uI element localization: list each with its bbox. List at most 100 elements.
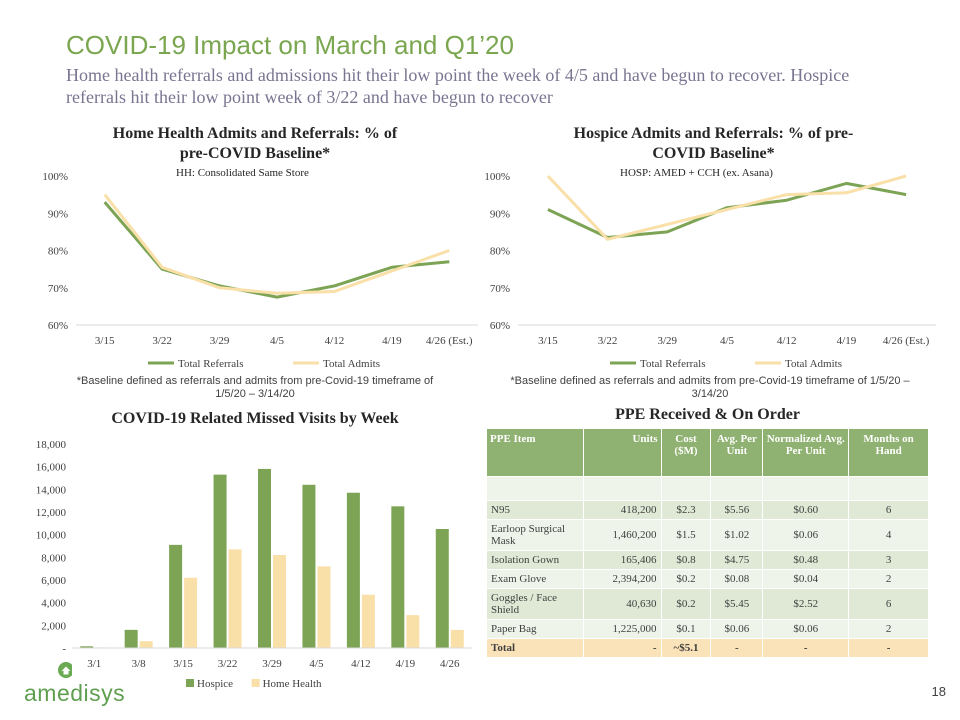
y-tick-label: 60% [48,320,68,332]
ppe-total-row: Total - ~$5.1- - - [486,638,929,658]
bar-home-health [184,577,198,648]
bar-home-health [361,594,375,648]
table-cell: $0.04 [762,569,850,589]
table-cell: Goggles / Face Shield [486,588,584,620]
page-number: 18 [931,684,946,699]
bar-hospice [302,484,316,648]
x-tick-label: 4/5 [720,335,735,347]
x-tick-label: 3/22 [152,335,172,347]
table-cell: Paper Bag [486,619,584,639]
hosp-chart-title: Hospice Admits and Referrals: % of pre- … [516,124,911,164]
table-cell: 3 [848,550,929,570]
hosp-chart-subtitle: HOSP: AMED + CCH (ex. Asana) [620,167,773,179]
y-tick-label: 70% [48,283,68,295]
x-tick-label: 4/26 (Est.) [426,335,473,347]
amedisys-logo-icon [58,662,72,678]
y-tick-label: 80% [490,246,510,258]
y-tick-label: 6,000 [41,575,66,587]
ppe-table: PPE Item Units Cost ($M) Avg. Per Unit N… [486,428,929,658]
table-cell: $0.06 [710,619,764,639]
hosp-chart-title-line1: Hospice Admits and Referrals: % of pre- [573,125,854,142]
x-tick-label: 4/26 [440,658,460,670]
table-cell: $1.5 [660,519,712,551]
table-cell: $0.2 [660,588,712,620]
bar-hospice [391,506,405,648]
table-row: Paper Bag 1,225,000 $0.1 $0.06 $0.06 2 [486,619,929,639]
hosp-chart-title-line2: COVID Baseline* [652,145,775,162]
bar-hospice [124,629,138,648]
hh-line-chart: 60% 70% 80% 90% 100% 3/15 3/22 3/29 4/5 4/12 4/19 4… [42,171,478,370]
bar-hospice [80,646,94,648]
table-cell: 2 [848,569,929,589]
ppe-header-units: Units [582,428,662,477]
ppe-spacer-row [486,476,929,501]
x-tick-label: 3/29 [210,335,230,347]
bar-home-health [228,549,242,648]
x-tick-label: 4/5 [270,335,285,347]
table-cell: - [762,638,850,658]
table-cell: 1,460,200 [582,519,662,551]
table-row: Isolation Gown 165,406 $0.8 $4.75 $0.48 3 [486,550,929,570]
legend-label: Total Referrals [178,358,244,370]
hh-chart-title: Home Health Admits and Referrals: % of p… [60,124,450,164]
x-tick-label: 3/15 [173,658,193,670]
x-tick-label: 4/5 [309,658,324,670]
y-tick-label: 100% [42,171,68,183]
x-tick-label: 4/19 [382,335,402,347]
y-tick-label: 10,000 [36,530,67,542]
table-cell: 1,225,000 [582,619,662,639]
table-cell: 165,406 [582,550,662,570]
y-tick-label: 100% [484,171,510,183]
legend-swatch [251,679,260,687]
page-subtitle: Home health referrals and admissions hit… [66,65,850,107]
y-tick-label: - [62,643,66,655]
hh-chart-subtitle: HH: Consolidated Same Store [176,167,309,179]
legend-label: Total Admits [323,358,380,370]
x-tick-label: 4/12 [777,335,797,347]
bar-home-health [406,615,420,648]
legend-label: Total Admits [785,358,842,370]
ppe-header-item: PPE Item [486,428,584,477]
table-cell: - [848,638,929,658]
table-row: N95 418,200 $2.3 $5.56 $0.60 6 [486,500,929,520]
y-tick-label: 18,000 [36,439,67,451]
y-tick-label: 60% [490,320,510,332]
ppe-header-months: Months on Hand [848,428,929,477]
table-row: Earloop Surgical Mask 1,460,200 $1.5 $1.02 $… [486,519,929,551]
table-row: Goggles / Face Shield 40,630 $0.2 $5.45 $2.5… [486,588,929,620]
x-tick-label: 4/19 [837,335,857,347]
y-tick-label: 90% [490,208,510,220]
ppe-header-avg: Avg. Per Unit [710,428,764,477]
ppe-header-normalized: Normalized Avg. Per Unit [762,428,850,477]
legend-label: Total Referrals [640,358,706,370]
bar-home-health [317,566,331,648]
table-cell: $5.45 [710,588,764,620]
table-cell: 40,630 [582,588,662,620]
table-cell: $0.8 [660,550,712,570]
x-tick-label: 3/8 [132,658,147,670]
missed-chart-title: COVID-19 Related Missed Visits by Week [111,410,399,427]
legend-swatch [186,679,194,687]
table-cell: Exam Glove [486,569,584,589]
bar-hospice [258,468,271,648]
y-tick-label: 8,000 [41,552,66,564]
table-cell: 2 [848,619,929,639]
hh-footnote: *Baseline defined as referrals and admit… [76,375,434,400]
amedisys-logo-text: amedisys [24,680,126,706]
bar-hospice [435,529,449,648]
bar-hospice [346,492,360,648]
table-cell: - [710,638,764,658]
table-cell: $5.56 [710,500,764,520]
table-cell: $1.02 [710,519,764,551]
table-cell: $0.2 [660,569,712,589]
x-tick-label: 4/12 [351,658,371,670]
table-cell: 418,200 [582,500,662,520]
x-tick-label: 3/15 [95,335,115,347]
y-tick-label: 90% [48,208,68,220]
y-tick-label: 70% [490,283,510,295]
ppe-header-cost: Cost ($M) [660,428,712,477]
missed-visits-bar-chart: - 2,000 4,000 6,000 8,000 10,000 12,000 14,000 1… [36,439,472,690]
hosp-footnote: *Baseline defined as referrals and admit… [510,375,910,400]
y-tick-label: 14,000 [36,484,67,496]
series-line-total-admits [103,193,450,295]
